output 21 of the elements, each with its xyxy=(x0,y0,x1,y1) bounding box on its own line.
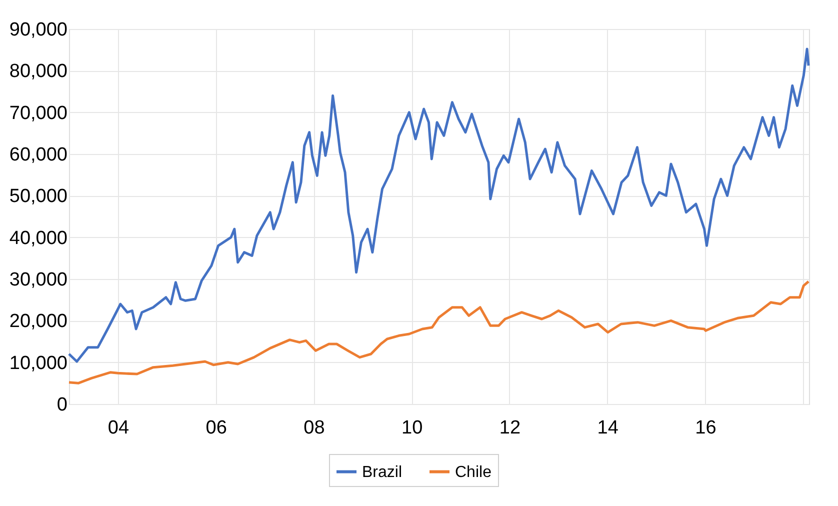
y-tick-label: 90,000 xyxy=(9,20,68,40)
y-tick-label: 30,000 xyxy=(9,270,68,290)
x-tick-label: 04 xyxy=(108,418,130,438)
legend-label: Chile xyxy=(455,464,492,481)
y-tick-label: 60,000 xyxy=(9,144,68,166)
x-tick-label: 06 xyxy=(206,418,227,438)
x-tick-label: 12 xyxy=(499,418,521,438)
x-tick-label: 14 xyxy=(597,418,619,438)
x-tick-label: 10 xyxy=(402,418,423,438)
y-tick-label: 70,000 xyxy=(9,102,68,124)
y-tick-label: 20,000 xyxy=(9,311,68,332)
line-series xyxy=(68,280,810,384)
y-tick-label: 50,000 xyxy=(9,186,68,208)
y-tick-label: 80,000 xyxy=(9,61,68,82)
x-tick-label: 08 xyxy=(304,418,325,438)
y-tick-label: 40,000 xyxy=(9,228,68,249)
legend-label: Brazil xyxy=(362,464,402,481)
line-series xyxy=(68,48,810,363)
y-tick-label: 10,000 xyxy=(9,352,68,374)
y-tick-label: 0 xyxy=(56,394,68,416)
x-tick-label: 16 xyxy=(695,418,716,438)
